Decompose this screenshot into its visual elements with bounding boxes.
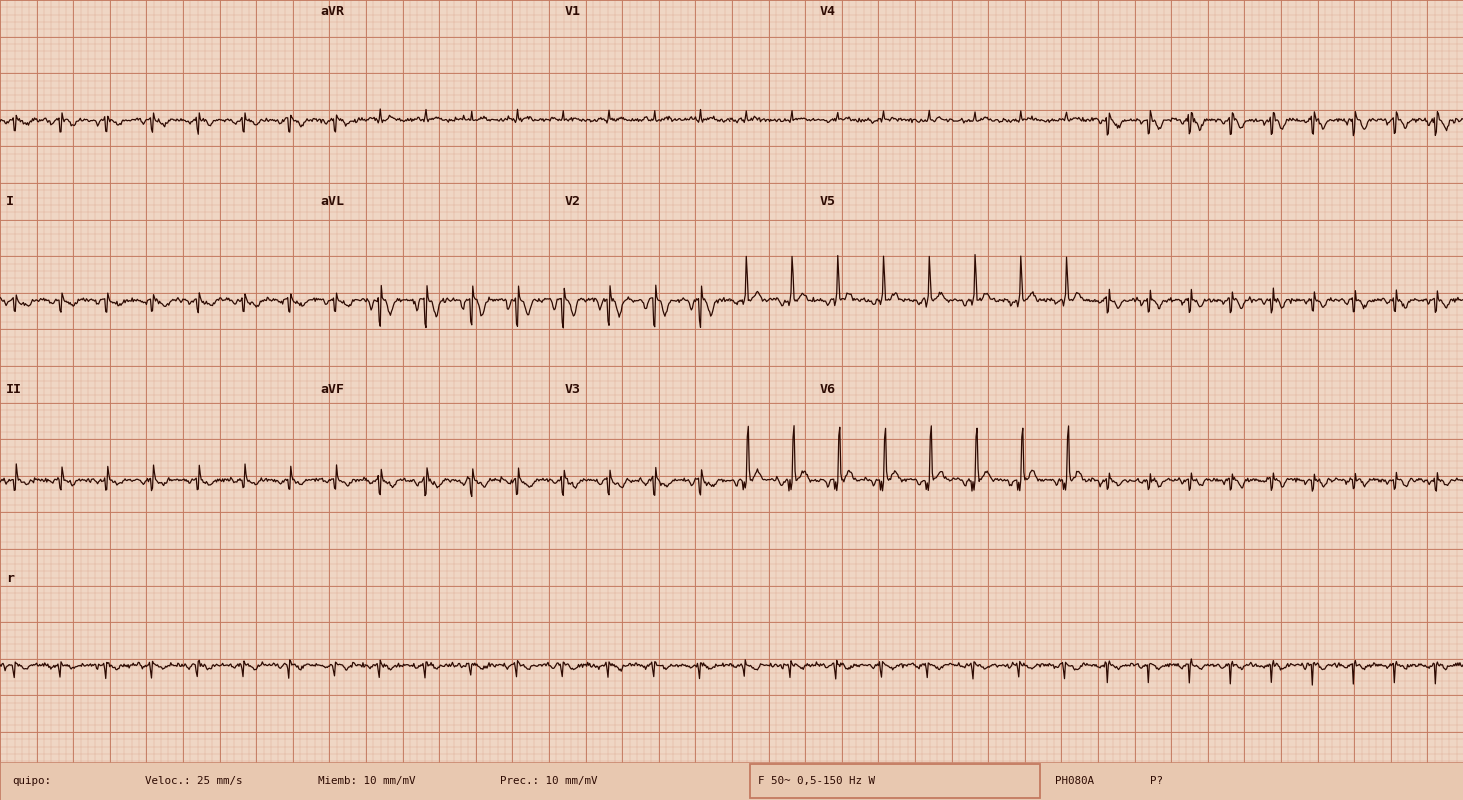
Text: V4: V4 xyxy=(819,5,835,18)
Text: V2: V2 xyxy=(565,195,581,208)
Text: Veloc.: 25 mm/s: Veloc.: 25 mm/s xyxy=(145,776,243,786)
Text: II: II xyxy=(6,383,22,396)
Text: PH080A: PH080A xyxy=(1055,776,1094,786)
Text: I: I xyxy=(6,195,15,208)
Text: r: r xyxy=(6,572,15,585)
Text: P?: P? xyxy=(1150,776,1163,786)
Text: V3: V3 xyxy=(565,383,581,396)
Text: V5: V5 xyxy=(819,195,835,208)
Text: Prec.: 10 mm/mV: Prec.: 10 mm/mV xyxy=(500,776,597,786)
Bar xyxy=(751,764,1040,798)
Text: aVL: aVL xyxy=(320,195,344,208)
Bar xyxy=(0,762,1463,800)
Text: V6: V6 xyxy=(819,383,835,396)
Text: V1: V1 xyxy=(565,5,581,18)
Text: quipo:: quipo: xyxy=(12,776,51,786)
Text: aVR: aVR xyxy=(320,5,344,18)
Text: aVF: aVF xyxy=(320,383,344,396)
Text: F 50~ 0,5-150 Hz W: F 50~ 0,5-150 Hz W xyxy=(758,776,875,786)
Text: Miemb: 10 mm/mV: Miemb: 10 mm/mV xyxy=(317,776,415,786)
